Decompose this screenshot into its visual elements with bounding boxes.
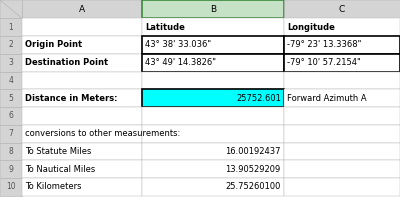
Text: 7: 7 <box>8 129 14 138</box>
Text: A: A <box>79 5 85 14</box>
Text: Forward Azimuth A: Forward Azimuth A <box>287 94 367 103</box>
Bar <box>284 107 400 125</box>
Text: -79° 10' 57.2154": -79° 10' 57.2154" <box>287 58 361 67</box>
Text: Origin Point: Origin Point <box>25 40 82 50</box>
Text: 25.75260100: 25.75260100 <box>226 182 281 192</box>
Text: 43° 49' 14.3826": 43° 49' 14.3826" <box>145 58 216 67</box>
Text: 9: 9 <box>8 165 14 174</box>
Bar <box>284 89 400 107</box>
Bar <box>22 125 142 143</box>
Bar <box>142 72 284 89</box>
Text: To Statute Miles: To Statute Miles <box>25 147 92 156</box>
Text: Distance in Meters:: Distance in Meters: <box>25 94 118 103</box>
Text: 1: 1 <box>9 23 13 32</box>
Text: 3: 3 <box>8 58 14 67</box>
Bar <box>142 89 284 107</box>
Bar <box>0 89 22 107</box>
Bar <box>0 107 22 125</box>
Bar <box>22 160 142 178</box>
Text: 5: 5 <box>8 94 14 103</box>
Bar <box>22 36 142 54</box>
Bar <box>22 0 142 18</box>
Bar <box>22 178 142 196</box>
Bar <box>22 107 142 125</box>
Bar <box>142 0 284 18</box>
Bar <box>142 178 284 196</box>
Bar <box>142 107 284 125</box>
Bar <box>22 54 142 72</box>
Text: 6: 6 <box>8 111 14 121</box>
Bar <box>142 143 284 160</box>
Text: 8: 8 <box>9 147 13 156</box>
Text: To Kilometers: To Kilometers <box>25 182 82 192</box>
Bar <box>284 18 400 36</box>
Bar <box>0 178 22 196</box>
Text: 25752.601: 25752.601 <box>236 94 281 103</box>
Text: 43° 38' 33.036": 43° 38' 33.036" <box>145 40 211 50</box>
Bar <box>142 160 284 178</box>
Text: -79° 23' 13.3368": -79° 23' 13.3368" <box>287 40 362 50</box>
Bar <box>0 160 22 178</box>
Text: Longitude: Longitude <box>287 23 335 32</box>
Bar <box>284 178 400 196</box>
Text: 13.90529209: 13.90529209 <box>226 165 281 174</box>
Text: 4: 4 <box>8 76 14 85</box>
Bar <box>22 18 142 36</box>
Bar <box>0 18 22 36</box>
Text: To Nautical Miles: To Nautical Miles <box>25 165 96 174</box>
Bar <box>0 72 22 89</box>
Bar <box>284 36 400 54</box>
Bar <box>142 125 284 143</box>
Bar <box>284 125 400 143</box>
Bar <box>284 160 400 178</box>
Bar <box>0 143 22 160</box>
Text: conversions to other measurements:: conversions to other measurements: <box>25 129 180 138</box>
Text: C: C <box>339 5 345 14</box>
Bar <box>142 36 284 54</box>
Bar <box>284 0 400 18</box>
Bar <box>0 125 22 143</box>
Bar <box>284 54 400 72</box>
Text: 2: 2 <box>9 40 13 50</box>
Bar <box>0 0 22 18</box>
Text: 16.00192437: 16.00192437 <box>225 147 281 156</box>
Bar <box>22 72 142 89</box>
Text: B: B <box>210 5 216 14</box>
Bar <box>0 54 22 72</box>
Bar <box>142 54 284 72</box>
Bar <box>0 36 22 54</box>
Bar <box>22 89 142 107</box>
Bar <box>284 143 400 160</box>
Text: 10: 10 <box>6 182 16 192</box>
Text: Destination Point: Destination Point <box>25 58 108 67</box>
Bar <box>284 72 400 89</box>
Text: Latitude: Latitude <box>145 23 185 32</box>
Bar <box>22 143 142 160</box>
Bar <box>142 18 284 36</box>
